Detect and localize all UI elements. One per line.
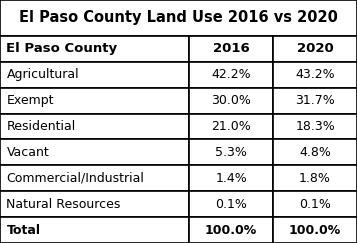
Text: Vacant: Vacant: [6, 146, 49, 159]
Bar: [189, 88, 273, 114]
Bar: [189, 217, 273, 243]
Bar: [0, 0, 357, 36]
Text: 1.8%: 1.8%: [299, 172, 331, 185]
Bar: [189, 165, 273, 191]
Bar: [273, 114, 357, 139]
Text: 18.3%: 18.3%: [295, 120, 335, 133]
Bar: [273, 165, 357, 191]
Text: 100.0%: 100.0%: [205, 224, 257, 236]
Text: Total: Total: [6, 224, 40, 236]
Bar: [189, 62, 273, 88]
Bar: [189, 139, 273, 165]
Text: 5.3%: 5.3%: [215, 146, 247, 159]
Bar: [0, 114, 189, 139]
Bar: [273, 191, 357, 217]
Bar: [189, 191, 273, 217]
Text: 0.1%: 0.1%: [299, 198, 331, 211]
Bar: [273, 139, 357, 165]
Bar: [189, 36, 273, 62]
Text: 1.4%: 1.4%: [215, 172, 247, 185]
Text: El Paso County Land Use 2016 vs 2020: El Paso County Land Use 2016 vs 2020: [19, 10, 338, 26]
Bar: [273, 62, 357, 88]
Bar: [273, 88, 357, 114]
Text: Exempt: Exempt: [6, 94, 54, 107]
Text: Commercial/Industrial: Commercial/Industrial: [6, 172, 144, 185]
Bar: [0, 217, 189, 243]
Bar: [0, 165, 189, 191]
Bar: [189, 114, 273, 139]
Text: 2020: 2020: [297, 43, 333, 55]
Text: 30.0%: 30.0%: [211, 94, 251, 107]
Text: 0.1%: 0.1%: [215, 198, 247, 211]
Bar: [0, 191, 189, 217]
Text: 2016: 2016: [213, 43, 250, 55]
Bar: [0, 62, 189, 88]
Text: Natural Resources: Natural Resources: [6, 198, 121, 211]
Text: 42.2%: 42.2%: [211, 68, 251, 81]
Text: 21.0%: 21.0%: [211, 120, 251, 133]
Bar: [0, 88, 189, 114]
Bar: [0, 139, 189, 165]
Text: 31.7%: 31.7%: [295, 94, 335, 107]
Text: 4.8%: 4.8%: [299, 146, 331, 159]
Text: Residential: Residential: [6, 120, 76, 133]
Bar: [273, 36, 357, 62]
Bar: [273, 217, 357, 243]
Text: Agricultural: Agricultural: [6, 68, 79, 81]
Text: El Paso County: El Paso County: [6, 43, 117, 55]
Text: 43.2%: 43.2%: [295, 68, 335, 81]
Text: 100.0%: 100.0%: [289, 224, 341, 236]
Bar: [0, 36, 189, 62]
